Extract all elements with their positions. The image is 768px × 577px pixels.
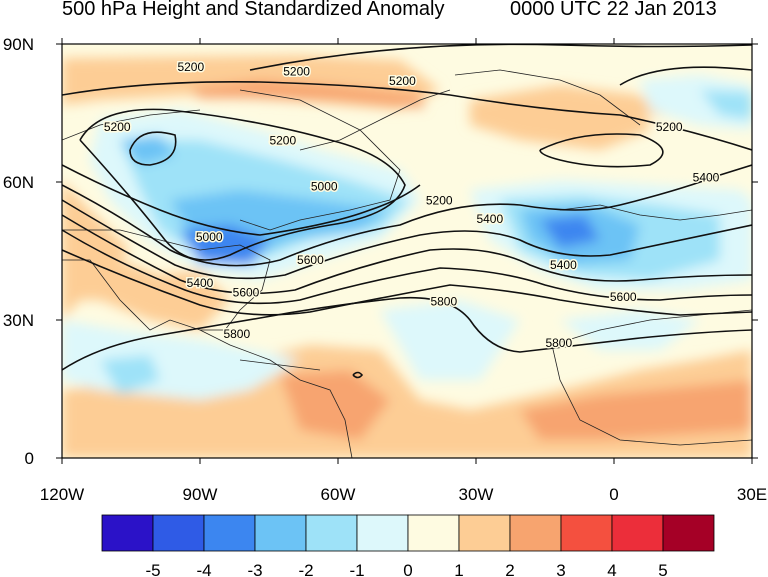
colorbar: -5 -4 -3 -2 -1 0 1 2 3 4 5: [101, 514, 715, 577]
colorbar-swatch: [458, 514, 511, 552]
contour-label: 5600: [297, 253, 324, 267]
colorbar-swatch: [509, 514, 562, 552]
colorbar-label: 2: [505, 561, 514, 577]
valid-time: 0000 UTC 22 Jan 2013: [510, 0, 717, 20]
contour-label: 5200: [104, 120, 131, 134]
contour-label: 5200: [389, 74, 416, 88]
contour-label: 5400: [550, 258, 577, 272]
colorbar-swatch: [560, 514, 613, 552]
map-title: 500 hPa Height and Standardized Anomaly: [62, 0, 445, 20]
y-tick-label: 0: [25, 449, 34, 468]
contour-label: 5600: [610, 290, 637, 304]
contour-label: 5600: [233, 285, 260, 299]
contour-label: 5000: [196, 230, 223, 244]
colorbar-swatch: [662, 514, 715, 552]
colorbar-swatch: [407, 514, 460, 552]
contour-label: 5200: [426, 193, 453, 207]
map-plot-area: 5200 5200 5200 5200 5200 5200 5200 5400 5000 5000…: [62, 44, 752, 458]
colorbar-swatch: [203, 514, 256, 552]
y-tick-label: 30N: [3, 311, 34, 330]
colorbar-label: -1: [349, 561, 364, 577]
map-frame: [61, 43, 753, 459]
colorbar-label: -4: [196, 561, 211, 577]
colorbar-label: 4: [607, 561, 616, 577]
contour-label: 5800: [223, 327, 250, 341]
contour-label: 5800: [430, 295, 457, 309]
contour-label: 5000: [311, 180, 338, 194]
x-tick-label: 60W: [321, 485, 356, 504]
x-tick-label: 90W: [183, 485, 218, 504]
x-tick-label: 120W: [40, 485, 84, 504]
colorbar-label: 1: [454, 561, 463, 577]
colorbar-swatch: [356, 514, 409, 552]
x-tick-label: 0: [609, 485, 618, 504]
contour-label: 5400: [476, 212, 503, 226]
colorbar-label: -2: [298, 561, 313, 577]
contour-label: 5200: [177, 60, 204, 74]
height-contours: [62, 44, 752, 379]
colorbar-label: -5: [145, 561, 160, 577]
contour-label: 5400: [693, 170, 720, 184]
latitude-axis: 0 30N 60N 90N: [3, 35, 758, 468]
contour-labels: 5200 5200 5200 5200 5200 5200 5200 5400 5000 5000…: [102, 59, 721, 352]
colorbar-swatch: [611, 514, 664, 552]
longitude-axis: 120W 90W 60W 30W 0 30E: [40, 38, 767, 504]
colorbar-label: -3: [247, 561, 262, 577]
coastlines: [62, 69, 752, 458]
colorbar-label: 5: [658, 561, 667, 577]
colorbar-swatch: [101, 514, 154, 552]
contour-label: 5200: [283, 65, 310, 79]
colorbar-swatch: [305, 514, 358, 552]
contour-label: 5400: [187, 276, 214, 290]
x-tick-label: 30W: [459, 485, 494, 504]
y-tick-label: 60N: [3, 173, 34, 192]
contour-label: 5200: [656, 120, 683, 134]
colorbar-label: 3: [556, 561, 565, 577]
y-tick-label: 90N: [3, 35, 34, 54]
colorbar-swatch: [254, 514, 307, 552]
colorbar-label: 0: [403, 561, 412, 577]
colorbar-swatch: [152, 514, 205, 552]
contour-label: 5200: [269, 134, 296, 148]
x-tick-label: 30E: [737, 485, 767, 504]
contour-label: 5800: [545, 336, 572, 350]
